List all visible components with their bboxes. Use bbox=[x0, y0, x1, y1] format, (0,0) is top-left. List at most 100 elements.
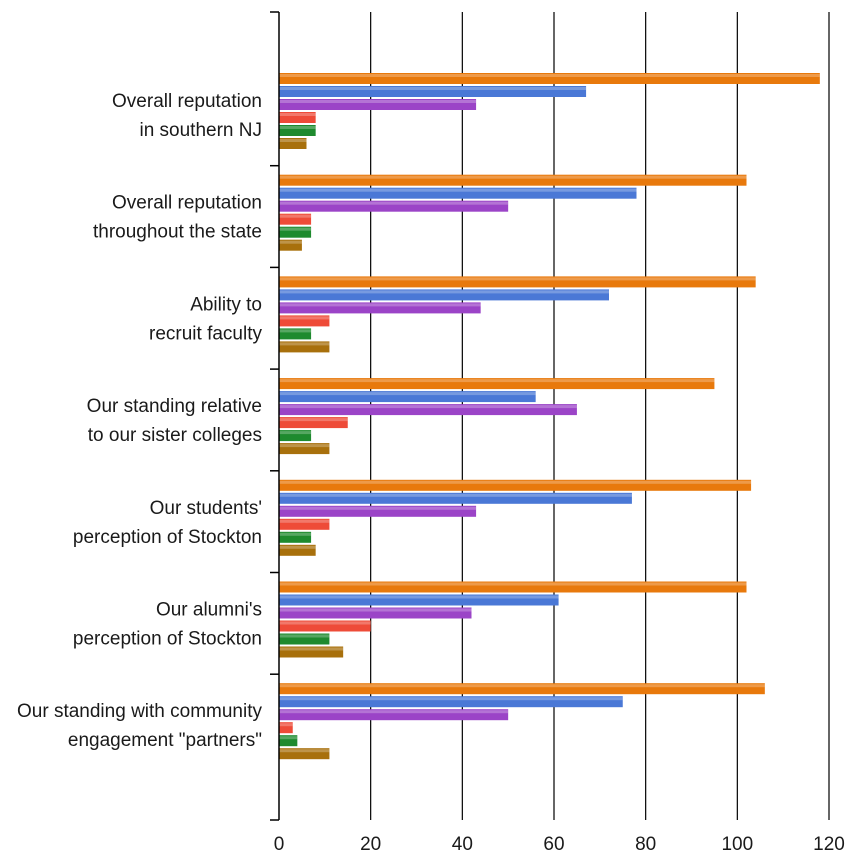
bar-series6-cat3 bbox=[279, 341, 330, 353]
x-tick-label-60: 60 bbox=[543, 834, 564, 855]
bar-series3-cat7 bbox=[279, 709, 509, 721]
category-label-line: recruit faculty bbox=[149, 323, 262, 344]
category-label-line: Our standing with community bbox=[17, 701, 262, 722]
bar-series4-cat2 bbox=[279, 213, 312, 225]
bar-series6-cat7 bbox=[279, 748, 330, 760]
bar-series1-cat7 bbox=[279, 683, 765, 695]
bar-highlight bbox=[279, 647, 344, 651]
bar-series5-cat5 bbox=[279, 531, 312, 543]
category-label-6: Our alumni's perception of Stockton bbox=[73, 600, 262, 650]
bar-highlight bbox=[279, 493, 632, 497]
category-label-line: perception of Stockton bbox=[73, 527, 262, 548]
category-label-line: to our sister colleges bbox=[88, 425, 262, 446]
bar-series2-cat2 bbox=[279, 187, 637, 199]
bar-series2-cat6 bbox=[279, 594, 559, 606]
x-tick-label-0: 0 bbox=[274, 834, 285, 855]
x-tick-label-20: 20 bbox=[360, 834, 381, 855]
bar-highlight bbox=[279, 214, 312, 218]
bar-series3-cat2 bbox=[279, 200, 509, 212]
bar-highlight bbox=[279, 608, 472, 612]
bar-series4-cat7 bbox=[279, 722, 293, 734]
x-tick-labels: 0 20 40 60 80 100 120 bbox=[274, 834, 845, 855]
category-label-line: in southern NJ bbox=[139, 120, 262, 141]
category-label-line: Ability to bbox=[190, 294, 262, 315]
bar-series2-cat5 bbox=[279, 492, 632, 504]
bar-series4-cat1 bbox=[279, 112, 316, 123]
bar-highlight bbox=[279, 697, 623, 701]
bar-highlight bbox=[279, 74, 820, 77]
category-label-line: throughout the state bbox=[93, 222, 262, 243]
bar-highlight bbox=[279, 379, 715, 383]
bar-highlight bbox=[279, 113, 316, 116]
bar-highlight bbox=[279, 227, 312, 231]
bar-series5-cat3 bbox=[279, 328, 312, 340]
bar-highlight bbox=[279, 595, 559, 599]
bar-highlight bbox=[279, 329, 312, 333]
bar-highlight bbox=[279, 480, 752, 484]
bar-highlight bbox=[279, 582, 747, 586]
y-axis bbox=[270, 11, 280, 821]
bar-highlight bbox=[279, 736, 298, 740]
bar-series5-cat1 bbox=[279, 125, 316, 136]
bar-series6-cat1 bbox=[279, 138, 307, 149]
bar-highlight bbox=[279, 710, 509, 714]
bar-series3-cat6 bbox=[279, 607, 472, 619]
x-tick-label-40: 40 bbox=[452, 834, 473, 855]
bar-highlight bbox=[279, 126, 316, 129]
bar-highlight bbox=[279, 139, 307, 142]
x-tick-label-80: 80 bbox=[635, 834, 656, 855]
category-label-4: Our standing relative to our sister colle… bbox=[87, 396, 262, 446]
bar-highlight bbox=[279, 621, 371, 625]
category-label-2: Overall reputation throughout the state bbox=[93, 193, 262, 243]
bar-highlight bbox=[279, 519, 330, 523]
bar-highlight bbox=[279, 342, 330, 346]
bar-highlight bbox=[279, 240, 302, 244]
bar-series6-cat6 bbox=[279, 646, 344, 658]
category-label-1: Overall reputation in southern NJ bbox=[112, 91, 262, 141]
bar-highlight bbox=[279, 277, 756, 281]
bar-highlight bbox=[279, 188, 637, 192]
bar-highlight bbox=[279, 532, 312, 536]
bar-highlight bbox=[279, 316, 330, 320]
bar-series3-cat1 bbox=[279, 99, 477, 110]
bar-highlight bbox=[279, 392, 536, 396]
bar-series4-cat5 bbox=[279, 518, 330, 530]
bar-series1-cat6 bbox=[279, 581, 747, 593]
category-label-line: Overall reputation bbox=[112, 91, 262, 112]
category-label-3: Ability to recruit faculty bbox=[149, 294, 262, 344]
bar-series2-cat7 bbox=[279, 696, 623, 708]
bar-series4-cat3 bbox=[279, 315, 330, 327]
bar-series2-cat4 bbox=[279, 391, 536, 403]
bar-series1-cat3 bbox=[279, 276, 756, 288]
bar-highlight bbox=[279, 175, 747, 179]
bar-series1-cat5 bbox=[279, 479, 752, 491]
bar-series6-cat5 bbox=[279, 544, 316, 556]
bar-highlight bbox=[279, 684, 765, 688]
category-labels: Overall reputation in southern NJOverall … bbox=[17, 91, 262, 751]
category-label-line: Overall reputation bbox=[112, 193, 262, 214]
category-label-line: Our standing relative bbox=[87, 396, 262, 417]
bar-series6-cat4 bbox=[279, 443, 330, 455]
bar-highlight bbox=[279, 634, 330, 638]
bar-highlight bbox=[279, 87, 587, 90]
bar-series2-cat1 bbox=[279, 86, 587, 97]
category-label-line: perception of Stockton bbox=[73, 629, 262, 650]
bar-highlight bbox=[279, 201, 509, 205]
bar-highlight bbox=[279, 303, 481, 307]
bar-series2-cat3 bbox=[279, 289, 609, 301]
bar-highlight bbox=[279, 431, 312, 435]
bar-series5-cat2 bbox=[279, 226, 312, 238]
category-label-7: Our standing with community engagement "p… bbox=[17, 701, 262, 751]
bar-highlight bbox=[279, 749, 330, 753]
bar-series5-cat6 bbox=[279, 633, 330, 645]
bars bbox=[279, 73, 820, 760]
category-label-line: engagement "partners" bbox=[68, 730, 262, 751]
category-label-5: Our students' perception of Stockton bbox=[73, 498, 262, 548]
bar-series1-cat2 bbox=[279, 174, 747, 186]
x-tick-label-120: 120 bbox=[813, 834, 845, 855]
bar-highlight bbox=[279, 506, 477, 510]
x-tick-label-100: 100 bbox=[721, 834, 753, 855]
bar-series3-cat4 bbox=[279, 404, 577, 416]
bar-highlight bbox=[279, 405, 577, 409]
